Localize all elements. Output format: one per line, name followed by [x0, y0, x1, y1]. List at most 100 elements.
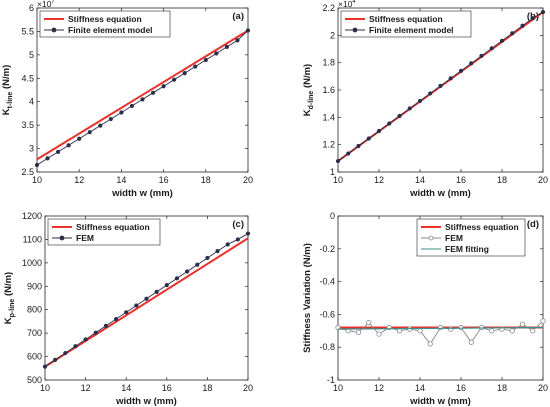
x-tick-label: 18 [201, 175, 211, 185]
legend-label: FEM fitting [445, 244, 489, 254]
data-point [509, 328, 515, 334]
y-tick-label: 700 [27, 328, 42, 338]
legend-marker [352, 27, 358, 33]
x-tick-label: 16 [159, 175, 169, 185]
y-tick-label: 1.4 [322, 112, 335, 122]
data-point [489, 46, 494, 51]
data-point [520, 23, 525, 28]
data-point [530, 16, 535, 21]
x-tick-label: 14 [415, 175, 425, 185]
data-point [66, 143, 71, 148]
y-tick-label: 800 [27, 305, 42, 315]
x-tick-label: 12 [74, 175, 84, 185]
y-tick-label: 3.5 [21, 120, 34, 130]
data-point [438, 83, 443, 89]
data-point [448, 76, 453, 81]
legend-label: Stiffness equation [369, 14, 443, 24]
x-axis-label: width w (mm) [111, 188, 173, 199]
x-tick-label: 20 [243, 175, 253, 185]
legend-label: Stiffness equation [68, 14, 142, 24]
y-tick-label: -0.8 [319, 342, 335, 352]
x-axis-label: width w (mm) [409, 188, 471, 199]
data-point [45, 156, 50, 161]
data-point [335, 158, 341, 164]
data-point [366, 319, 372, 326]
data-point [428, 91, 433, 96]
y-tick-label: 1000 [22, 258, 42, 268]
data-point [540, 10, 546, 15]
panel-label: (a) [232, 11, 244, 22]
data-point [83, 337, 88, 342]
data-point [182, 71, 187, 76]
data-point [108, 116, 113, 122]
data-point [437, 324, 444, 331]
data-point [224, 44, 229, 49]
y-tick-label: 0 [330, 211, 335, 221]
x-tick-label: 10 [333, 383, 343, 393]
data-point [510, 31, 515, 36]
y-axis-label: Stiffness Variation (N/m) [302, 243, 313, 353]
x-tick-label: 12 [374, 175, 384, 185]
data-point [387, 121, 392, 126]
axis-exponent: ×104 [338, 0, 356, 9]
data-point [235, 237, 240, 242]
data-point [479, 53, 484, 58]
panel-label: (c) [232, 219, 244, 230]
panel-a: 10 12 14 16 18 20 2.5 3 3.5 4 4.5 5 5.5 6 width w (mm)… [1, 0, 253, 199]
y-tick-label: -0.4 [319, 277, 335, 287]
y-tick-label: 4.5 [21, 73, 34, 83]
x-tick-label: 10 [40, 383, 50, 393]
x-tick-label: 18 [497, 175, 507, 185]
y-tick-label: 6 [29, 3, 34, 13]
x-tick-label: 18 [202, 383, 212, 393]
data-point [154, 289, 159, 295]
x-tick-label: 14 [121, 383, 131, 393]
y-tick-label: 1.6 [322, 85, 335, 95]
data-point [214, 51, 219, 56]
data-point [185, 269, 190, 274]
data-point [172, 77, 177, 82]
y-axis-label-unit: (N/m) [302, 64, 313, 91]
y-tick-label: 3 [29, 144, 34, 154]
panel-label: (d) [527, 219, 539, 230]
y-axis-label-main: K [3, 317, 14, 324]
data-point [140, 97, 145, 102]
data-point [77, 136, 82, 141]
x-tick-label: 10 [32, 175, 42, 185]
panel-c: 10 12 14 16 18 20 500 600 700 800 900 1000 1100 1200 w… [3, 211, 253, 407]
x-tick-label: 10 [333, 175, 343, 185]
x-tick-label: 20 [538, 175, 548, 185]
y-tick-label: 1.2 [322, 140, 335, 150]
legend-label: FEM [445, 233, 463, 243]
series-line-2 [337, 326, 544, 330]
panel-d: 10 12 14 16 18 20 -1 -0.8 -0.6 -0.4 -0.2 0 width w (… [302, 211, 548, 407]
legend-marker [59, 235, 65, 241]
y-tick-label: 4 [29, 97, 34, 107]
data-point [161, 84, 166, 89]
y-tick-label: 5 [29, 50, 34, 60]
x-axis-label: width w (mm) [115, 396, 177, 407]
data-point [164, 283, 169, 288]
data-point [530, 328, 536, 334]
y-tick-label: 2.5 [21, 167, 34, 177]
data-point [519, 321, 526, 327]
data-point [55, 149, 61, 154]
data-point [235, 38, 240, 43]
y-axis-label-main: K [1, 108, 12, 115]
y-axis-label-unit: (N/m) [3, 272, 14, 299]
y-tick-label: 1 [330, 167, 335, 177]
data-point [355, 329, 362, 336]
data-point [448, 326, 454, 332]
legend-label: FEM [76, 233, 94, 243]
y-tick-label: 5.5 [21, 26, 34, 36]
data-point [499, 38, 505, 43]
data-point [134, 303, 139, 308]
y-tick-label: 500 [27, 375, 42, 385]
data-point [540, 318, 546, 324]
data-point [150, 90, 156, 95]
data-point [356, 143, 361, 149]
